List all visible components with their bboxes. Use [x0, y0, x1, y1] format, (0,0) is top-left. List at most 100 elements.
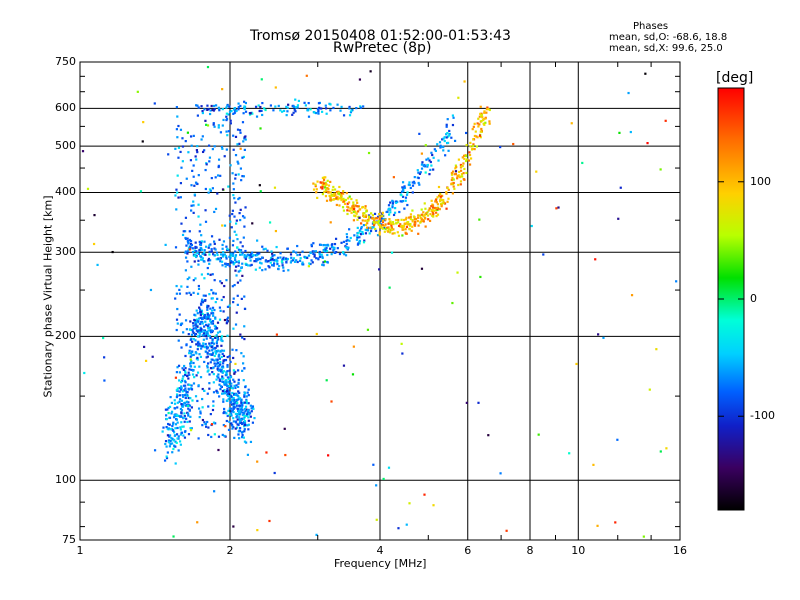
data-point — [272, 259, 276, 262]
data-point — [234, 393, 237, 396]
data-point — [221, 247, 224, 250]
data-point — [457, 183, 460, 187]
data-point — [188, 291, 191, 294]
data-point — [190, 209, 193, 212]
data-point — [214, 317, 217, 320]
data-point — [400, 200, 403, 203]
data-point — [446, 131, 449, 135]
data-point — [282, 266, 285, 269]
data-point — [346, 246, 349, 250]
data-point — [206, 420, 209, 424]
data-point — [401, 195, 405, 198]
data-point — [270, 256, 273, 260]
data-point — [325, 379, 328, 382]
data-point — [276, 256, 280, 259]
data-point — [247, 419, 250, 422]
data-point — [189, 328, 192, 332]
data-point — [213, 145, 216, 148]
data-point — [659, 168, 662, 171]
data-point — [172, 429, 175, 432]
data-point — [260, 109, 263, 112]
data-point — [200, 327, 203, 331]
data-point — [194, 155, 197, 158]
data-point — [246, 424, 249, 427]
data-point — [175, 395, 179, 399]
data-point — [325, 246, 328, 249]
data-point — [350, 211, 353, 214]
data-point — [236, 160, 239, 163]
data-point — [247, 416, 250, 419]
data-point — [180, 431, 184, 434]
data-point — [333, 188, 337, 191]
data-point — [335, 251, 338, 254]
data-point — [214, 325, 217, 328]
data-point — [197, 344, 200, 347]
data-point — [214, 292, 217, 295]
data-point — [235, 384, 238, 387]
data-point — [219, 363, 222, 366]
data-point — [245, 398, 248, 401]
data-point — [459, 163, 462, 167]
data-point — [332, 185, 335, 189]
data-point — [310, 243, 313, 246]
data-point — [229, 257, 232, 260]
data-point — [213, 125, 216, 128]
data-point — [357, 205, 360, 208]
data-point — [221, 224, 224, 227]
data-point — [218, 379, 221, 383]
data-point — [255, 260, 258, 263]
data-point — [235, 404, 238, 407]
data-point — [172, 447, 175, 451]
data-point — [250, 255, 253, 259]
data-point — [219, 260, 222, 263]
data-point — [218, 257, 221, 260]
data-point — [232, 420, 235, 423]
data-point — [215, 378, 218, 381]
data-point — [190, 406, 193, 409]
data-point — [187, 401, 190, 404]
data-point — [387, 204, 391, 207]
data-point — [192, 175, 195, 178]
data-point — [201, 150, 205, 154]
data-point — [179, 182, 183, 185]
data-point — [207, 334, 210, 337]
data-point — [375, 518, 378, 521]
data-point — [406, 223, 409, 226]
data-point — [245, 414, 248, 417]
data-point — [196, 325, 199, 328]
data-point — [406, 191, 409, 194]
data-point — [199, 302, 203, 305]
data-point — [269, 261, 272, 264]
data-point — [349, 207, 352, 210]
data-point — [302, 263, 305, 266]
data-point — [218, 357, 221, 360]
data-point — [212, 240, 216, 243]
data-point — [369, 229, 373, 233]
data-point — [184, 251, 187, 254]
data-point — [369, 226, 372, 229]
data-point — [178, 379, 181, 382]
data-point — [659, 450, 662, 453]
data-point — [411, 220, 414, 223]
data-point — [537, 433, 540, 436]
data-point — [480, 127, 483, 131]
data-point — [462, 154, 466, 157]
y-tick-label: 300 — [55, 245, 76, 259]
data-point — [239, 279, 242, 282]
data-point — [219, 174, 222, 177]
data-point — [168, 423, 171, 426]
data-point — [334, 194, 337, 197]
data-point — [199, 310, 202, 313]
data-point — [229, 164, 232, 167]
data-point — [471, 147, 474, 150]
data-point — [210, 309, 214, 312]
data-point — [630, 294, 634, 297]
data-point — [283, 427, 286, 430]
data-point — [208, 326, 211, 329]
data-point — [238, 429, 241, 432]
data-point — [163, 459, 167, 462]
data-point — [282, 269, 285, 272]
data-point — [165, 425, 168, 429]
data-point — [209, 412, 212, 416]
data-point — [225, 106, 228, 109]
